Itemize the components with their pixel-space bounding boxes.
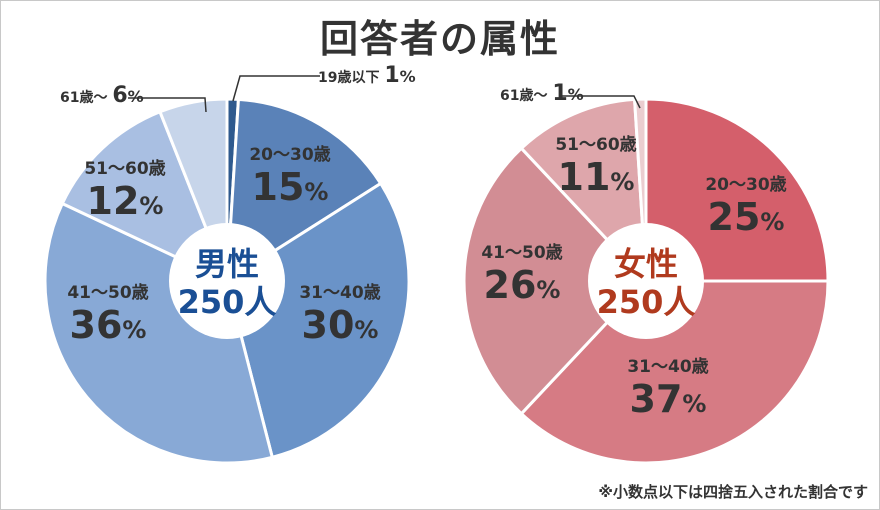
male-category-1: 20～30歳 (249, 144, 330, 165)
male-category-2: 31～40歳 (299, 282, 380, 303)
female-category-0: 20～30歳 (705, 174, 786, 195)
female-label-4: 61歳～ 1% (500, 81, 584, 106)
male-label-0: 19歳以下 1% (318, 63, 416, 88)
male-center-hole (169, 223, 285, 339)
female-center-hole (588, 223, 704, 339)
female-category-3: 51～60歳 (555, 134, 636, 155)
female-value-2: 26% (484, 263, 561, 307)
female-leader-4 (562, 95, 641, 109)
female-value-0: 25% (708, 195, 785, 239)
female-category-1: 31～40歳 (627, 356, 708, 377)
male-leader-5 (128, 97, 207, 113)
female-value-3: 11% (558, 155, 635, 199)
male-value-4: 12% (87, 179, 164, 223)
male-value-3: 36% (70, 303, 147, 347)
female-slice-2 (462, 146, 649, 416)
female-slice-1 (519, 279, 830, 465)
male-label-5: 61歳～ 6% (60, 83, 144, 108)
female-center-gender: 女性 (614, 245, 678, 283)
male-slice-3 (43, 201, 275, 465)
chart-title: 回答者の属性 (319, 17, 560, 61)
male-slice-1 (225, 97, 383, 284)
female-slice-0 (644, 97, 830, 283)
male-category-4: 51～60歳 (84, 158, 165, 179)
male-center-gender: 男性 (195, 245, 259, 283)
male-value-1: 15% (252, 165, 329, 209)
male-value-2: 30% (302, 303, 379, 347)
female-value-1: 37% (630, 377, 707, 421)
footnote: ※小数点以下は四捨五入された割合です (598, 483, 868, 501)
female-center-count: 250人 (597, 283, 696, 321)
female-category-2: 41～50歳 (481, 242, 562, 263)
male-slice-2 (225, 181, 411, 460)
male-leader-0 (232, 75, 320, 102)
male-slice-4 (60, 109, 230, 284)
male-category-3: 41～50歳 (67, 282, 148, 303)
male-center-count: 250人 (178, 283, 277, 321)
